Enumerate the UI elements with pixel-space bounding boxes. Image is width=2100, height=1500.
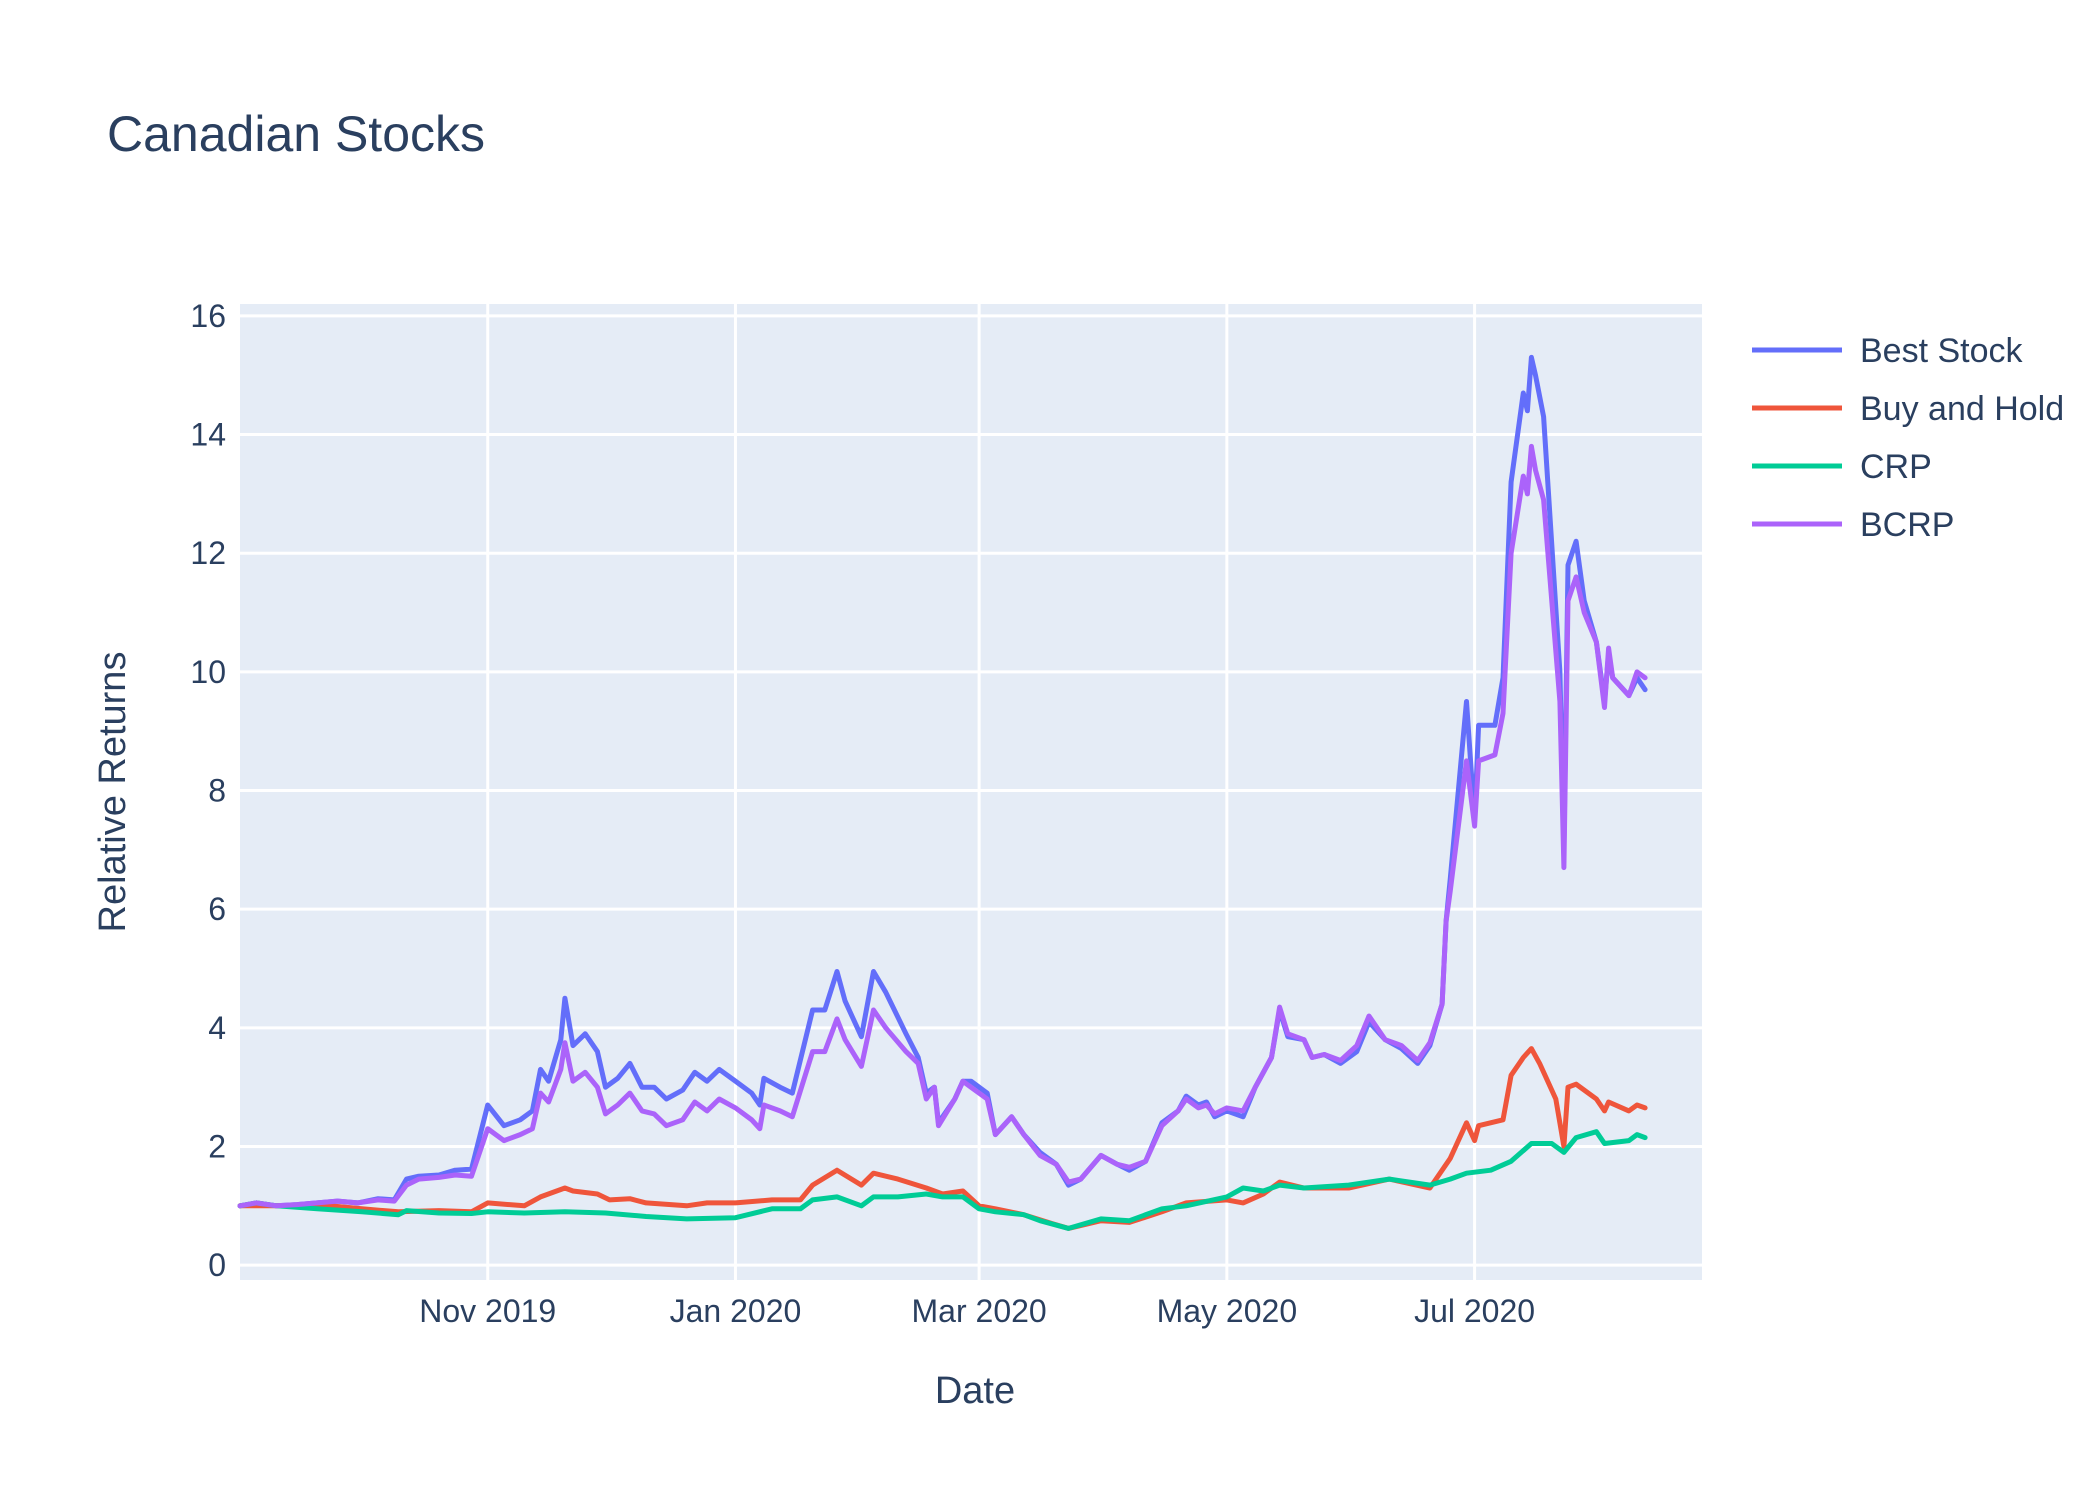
y-tick-label: 0 — [208, 1247, 226, 1283]
x-axis-title: Date — [935, 1370, 1015, 1412]
series-line-bcrp — [237, 443, 1648, 1209]
legend-item-bcrp[interactable]: BCRP — [1752, 506, 1954, 544]
legend-item-crp[interactable]: CRP — [1752, 448, 1932, 486]
x-tick-label: Nov 2019 — [419, 1293, 556, 1329]
y-tick-label: 2 — [208, 1129, 226, 1165]
y-tick-label: 10 — [190, 654, 226, 690]
tick-labels: 0 2 4 6 8 10 12 14 16 Nov 2019 Jan 2020 Mar 2020 May… — [190, 298, 1535, 1329]
y-axis-title: Relative Returns — [92, 652, 134, 933]
series-line-crp — [237, 1129, 1648, 1231]
legend[interactable]: Best Stock Buy and Hold CRP BCRP — [1752, 332, 2064, 544]
y-tick-label: 16 — [190, 298, 226, 334]
chart-title: Canadian Stocks — [107, 106, 486, 162]
legend-label: Best Stock — [1860, 332, 2024, 370]
y-tick-label: 4 — [208, 1010, 226, 1046]
legend-item-best-stock[interactable]: Best Stock — [1752, 332, 2024, 370]
legend-label: CRP — [1860, 448, 1932, 486]
legend-label: BCRP — [1860, 506, 1954, 544]
x-tick-label: Jan 2020 — [670, 1293, 802, 1329]
y-tick-label: 14 — [190, 417, 226, 453]
x-tick-label: Mar 2020 — [912, 1293, 1047, 1329]
legend-label: Buy and Hold — [1860, 390, 2064, 428]
y-tick-label: 6 — [208, 891, 226, 927]
legend-item-buy-and-hold[interactable]: Buy and Hold — [1752, 390, 2064, 428]
y-tick-label: 8 — [208, 773, 226, 809]
x-tick-label: May 2020 — [1157, 1293, 1298, 1329]
y-tick-label: 12 — [190, 535, 226, 571]
series-lines — [237, 354, 1648, 1231]
x-tick-label: Jul 2020 — [1414, 1293, 1535, 1329]
grid-lines — [240, 304, 1702, 1280]
